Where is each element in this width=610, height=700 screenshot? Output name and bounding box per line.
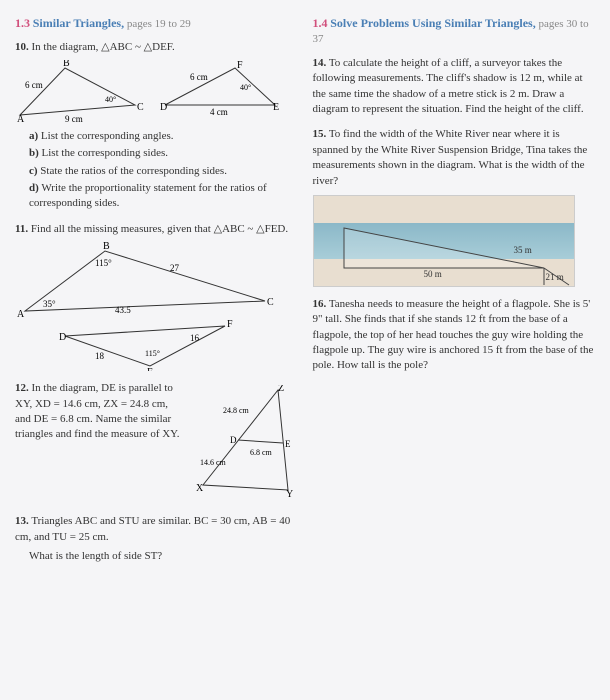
l-f: F bbox=[227, 319, 233, 330]
problem-number: 10. bbox=[15, 41, 29, 53]
problem-text: In the diagram, DE is parallel to XY, XD… bbox=[15, 382, 179, 440]
l-ang3: 115° bbox=[145, 349, 160, 358]
l-s2: 43.5 bbox=[115, 305, 131, 315]
label-f: F bbox=[237, 60, 243, 71]
problem-text: Tanesha needs to measure the height of a… bbox=[313, 298, 594, 372]
l-z: Z bbox=[278, 385, 284, 394]
problem-16: 16. Tanesha needs to measure the height … bbox=[313, 297, 596, 374]
problem-number: 13. bbox=[15, 515, 29, 527]
problem-text: Find all the missing measures, given tha… bbox=[31, 223, 288, 235]
l-e: E bbox=[147, 367, 153, 371]
section-number: 1.4 bbox=[313, 16, 328, 30]
l-21m: 21 m bbox=[546, 271, 564, 284]
l-c: C bbox=[267, 297, 274, 308]
problem-question: What is the length of side ST? bbox=[29, 549, 298, 564]
l-35m: 35 m bbox=[514, 244, 532, 257]
triangles-11: A B C 115° 35° 27 43.5 D E F 18 115° 16 bbox=[15, 241, 285, 371]
problem-number: 12. bbox=[15, 382, 29, 394]
river-diagram: 50 m 35 m 21 m bbox=[313, 195, 575, 287]
problem-14: 14. To calculate the height of a cliff, … bbox=[313, 56, 596, 118]
l-d: D bbox=[59, 332, 66, 343]
problem-10: 10. In the diagram, △ABC ~ △DEF. A B C 6… bbox=[15, 40, 298, 211]
l-e: E bbox=[285, 439, 291, 449]
section-1-3-header: 1.3 Similar Triangles, pages 19 to 29 bbox=[15, 15, 298, 32]
l-ang1: 115° bbox=[95, 258, 112, 268]
l-s1: 27 bbox=[170, 263, 180, 273]
problem-text: In the diagram, △ABC ~ △DEF. bbox=[32, 41, 175, 53]
l-y: Y bbox=[286, 489, 293, 500]
sub-b: b) List the corresponding sides. bbox=[29, 146, 298, 161]
label-a: A bbox=[17, 114, 25, 125]
triangle-12: X Y Z D E 24.8 cm 14.6 cm 6.8 cm bbox=[188, 385, 298, 500]
label-de: 4 cm bbox=[210, 107, 228, 117]
section-title: Solve Problems Using Similar Triangles, bbox=[330, 16, 535, 30]
section-1-4-header: 1.4 Solve Problems Using Similar Triangl… bbox=[313, 15, 596, 48]
section-number: 1.3 bbox=[15, 16, 30, 30]
l-s4: 16 bbox=[190, 333, 200, 343]
problem-number: 14. bbox=[313, 57, 327, 69]
l-a: A bbox=[17, 309, 25, 320]
l-de: 6.8 cm bbox=[250, 448, 273, 457]
label-ac: 9 cm bbox=[65, 114, 83, 124]
l-xd: 14.6 cm bbox=[200, 458, 227, 467]
problem-11: 11. Find all the missing measures, given… bbox=[15, 222, 298, 371]
label-c: C bbox=[137, 102, 144, 113]
l-d: D bbox=[230, 435, 237, 445]
problem-text: To calculate the height of a cliff, a su… bbox=[313, 57, 584, 115]
problem-15: 15. To find the width of the White River… bbox=[313, 127, 596, 287]
right-column: 1.4 Solve Problems Using Similar Triangl… bbox=[313, 15, 596, 685]
label-df: 6 cm bbox=[190, 72, 208, 82]
label-e: E bbox=[273, 102, 279, 113]
l-x: X bbox=[196, 483, 204, 494]
l-50m: 50 m bbox=[424, 268, 442, 281]
label-ang2: 40° bbox=[240, 83, 251, 92]
sub-d: d) Write the proportionality statement f… bbox=[29, 181, 298, 212]
label-ab: 6 cm bbox=[25, 80, 43, 90]
l-zx: 24.8 cm bbox=[223, 406, 250, 415]
problem-text: Triangles ABC and STU are similar. BC = … bbox=[15, 515, 290, 542]
sub-c: c) State the ratios of the corresponding… bbox=[29, 164, 298, 179]
l-ang2: 35° bbox=[43, 299, 56, 309]
problem-text: To find the width of the White River nea… bbox=[313, 128, 588, 186]
l-b: B bbox=[103, 241, 110, 252]
l-s3: 18 bbox=[95, 351, 105, 361]
problem-12: 12. In the diagram, DE is parallel to XY… bbox=[15, 381, 298, 504]
problem-number: 11. bbox=[15, 223, 28, 235]
section-title: Similar Triangles, bbox=[33, 16, 124, 30]
problem-13: 13. Triangles ABC and STU are similar. B… bbox=[15, 514, 298, 564]
label-b: B bbox=[63, 60, 70, 69]
problem-number: 16. bbox=[313, 298, 327, 310]
section-pages: pages 19 to 29 bbox=[127, 18, 191, 30]
triangles-10: A B C 6 cm 9 cm 40° D E F 6 cm 4 cm 40° bbox=[15, 60, 285, 125]
problem-number: 15. bbox=[313, 128, 327, 140]
left-column: 1.3 Similar Triangles, pages 19 to 29 10… bbox=[15, 15, 298, 685]
label-d: D bbox=[160, 102, 167, 113]
sub-a: a) List the corresponding angles. bbox=[29, 129, 298, 144]
label-ang1: 40° bbox=[105, 95, 116, 104]
